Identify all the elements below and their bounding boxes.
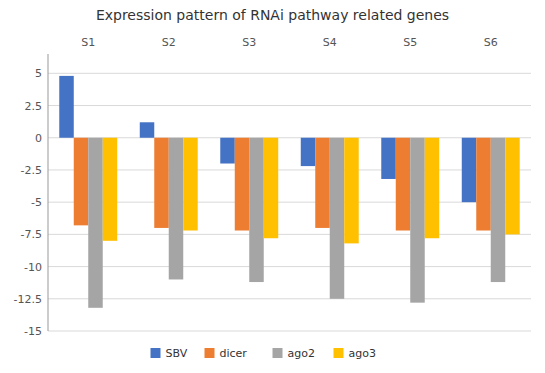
- bar: [264, 138, 278, 238]
- bar: [220, 138, 234, 164]
- grid-line: [48, 266, 531, 267]
- bar: [344, 138, 358, 244]
- bar: [462, 138, 476, 202]
- grid-line: [48, 298, 531, 299]
- y-tick-label: -15: [24, 325, 42, 338]
- y-tick-label: -7.5: [21, 228, 42, 241]
- y-tick-label: -5: [31, 196, 42, 209]
- bar: [315, 138, 329, 228]
- grid-line: [48, 73, 531, 74]
- bar: [410, 138, 424, 303]
- bar: [169, 138, 183, 280]
- legend-swatch: [334, 348, 344, 358]
- legend-swatch: [205, 348, 215, 358]
- y-tick-label: 5: [35, 67, 42, 80]
- bar: [505, 138, 519, 235]
- x-tick-label: S4: [323, 36, 337, 49]
- bar: [103, 138, 117, 241]
- y-tick-label: -10: [24, 261, 42, 274]
- x-tick-label: S6: [484, 36, 498, 49]
- x-tick-label: S5: [403, 36, 417, 49]
- bar: [425, 138, 439, 238]
- bar: [301, 138, 315, 166]
- bar: [381, 138, 395, 179]
- chart: Expression pattern of RNAi pathway relat…: [0, 0, 545, 373]
- grid-line: [48, 169, 531, 170]
- grid-line: [48, 331, 531, 332]
- y-axis-line: [48, 54, 49, 331]
- y-tick-label: -12.5: [14, 293, 42, 306]
- bar: [249, 138, 263, 282]
- bar: [491, 138, 505, 282]
- y-tick-label: 0: [35, 132, 42, 145]
- legend-label: dicer: [220, 347, 248, 360]
- grid-line: [48, 105, 531, 106]
- grid-line: [48, 137, 531, 138]
- legend-swatch: [151, 348, 161, 358]
- bar: [183, 138, 197, 231]
- y-tick-label: 2.5: [25, 100, 43, 113]
- bar: [74, 138, 88, 226]
- legend-label: SBV: [166, 347, 188, 360]
- x-tick-label: S1: [81, 36, 95, 49]
- bars: [59, 76, 519, 308]
- legend-swatch: [273, 348, 283, 358]
- grid-line: [48, 202, 531, 203]
- bar: [235, 138, 249, 231]
- bar: [476, 138, 490, 231]
- bar: [88, 138, 102, 308]
- bar: [59, 76, 73, 138]
- legend-label: ago3: [349, 347, 376, 360]
- bar: [396, 138, 410, 231]
- bar: [330, 138, 344, 299]
- y-tick-label: -2.5: [21, 164, 42, 177]
- title: Expression pattern of RNAi pathway relat…: [96, 7, 449, 23]
- bar: [154, 138, 168, 228]
- legend-label: ago2: [288, 347, 315, 360]
- bar: [140, 122, 154, 137]
- x-tick-label: S3: [242, 36, 256, 49]
- x-tick-label: S2: [162, 36, 176, 49]
- legend: SBV dicer ago2 ago3: [151, 347, 376, 360]
- grid-line: [48, 234, 531, 235]
